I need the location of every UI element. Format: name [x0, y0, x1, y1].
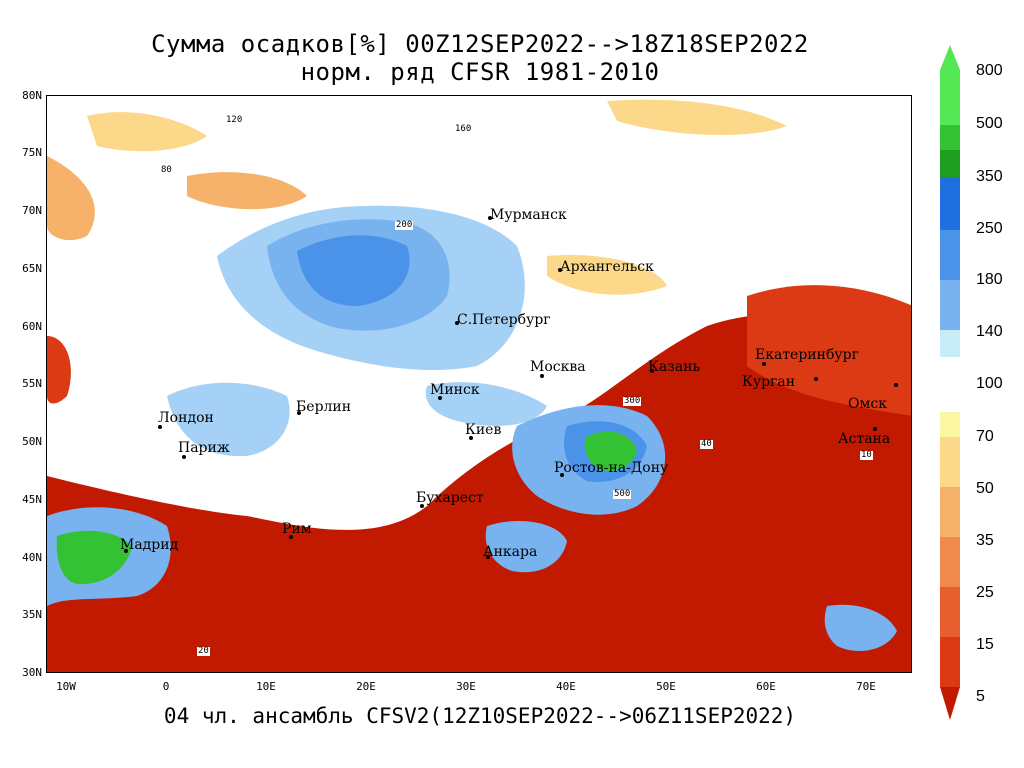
city-rostov-on-don: Ростов-на-Дону	[554, 460, 669, 476]
city-dot-rostov-on-don	[560, 473, 564, 477]
lon-label-10e: 10E	[256, 680, 276, 693]
colorbar: 800 500 350 250 180 140 100 70 50 35 25 …	[940, 45, 1020, 725]
contour-label: 200	[395, 220, 414, 230]
contour-label: 20	[197, 646, 210, 656]
city-bucharest: Бухарест	[416, 490, 484, 506]
colorbar-label-35: 35	[976, 532, 994, 549]
city-minsk: Минск	[430, 382, 480, 398]
city-astana: Астана	[838, 431, 891, 447]
colorbar-label-25: 25	[976, 584, 994, 601]
city-dot-kiev	[469, 436, 473, 440]
city-dot-st-petersburg	[455, 321, 459, 325]
city-st-petersburg: С.Петербург	[457, 312, 551, 328]
colorbar-label-15: 15	[976, 636, 994, 653]
city-dot-ankara	[486, 555, 490, 559]
lon-label-40e: 40E	[556, 680, 576, 693]
city-yekaterinburg: Екатеринбург	[755, 347, 859, 363]
city-ankara: Анкара	[483, 544, 538, 560]
city-moscow: Москва	[530, 359, 586, 375]
city-dot-madrid	[124, 549, 128, 553]
city-dot-minsk	[438, 396, 442, 400]
city-dot-paris	[182, 455, 186, 459]
city-murmansk: Мурманск	[490, 207, 567, 223]
colorbar-label-800: 800	[976, 62, 1003, 79]
lat-label-45n: 45N	[22, 493, 42, 506]
map-subtitle: норм. ряд CFSR 1981-2010	[300, 58, 660, 86]
city-dot-london	[158, 425, 162, 429]
city-dot-kazan	[650, 369, 654, 373]
lon-label-50e: 50E	[656, 680, 676, 693]
city-dot-astana	[873, 427, 877, 431]
lon-label-20e: 20E	[356, 680, 376, 693]
city-kazan: Казань	[648, 359, 701, 375]
precipitation-map	[46, 95, 912, 673]
city-dot-arkhangelsk	[558, 268, 562, 272]
city-madrid: Мадрид	[120, 537, 179, 553]
city-kurgan: Курган	[742, 374, 796, 390]
city-dot-murmansk	[488, 216, 492, 220]
colorbar-label-50: 50	[976, 480, 994, 497]
lon-label-0: 0	[162, 680, 170, 693]
map-title: Сумма осадков[%] 00Z12SEP2022-->18Z18SEP…	[151, 30, 809, 58]
lat-label-80n: 80N	[22, 89, 42, 102]
colorbar-label-5: 5	[976, 688, 985, 705]
city-rome: Рим	[282, 521, 312, 537]
city-london: Лондон	[158, 410, 214, 426]
lat-label-30n: 30N	[22, 666, 42, 679]
contour-label: 40	[700, 439, 713, 449]
city-paris: Париж	[178, 440, 230, 456]
colorbar-label-350: 350	[976, 168, 1003, 185]
lat-label-65n: 65N	[22, 262, 42, 275]
city-omsk: Омск	[848, 396, 887, 412]
city-berlin: Берлин	[296, 399, 352, 415]
city-dot-yekaterinburg	[762, 362, 766, 366]
lat-label-75n: 75N	[22, 146, 42, 159]
colorbar-label-250: 250	[976, 220, 1003, 237]
city-arkhangelsk: Архангельск	[560, 259, 654, 275]
contour-label: 80	[160, 165, 173, 175]
colorbar-label-70: 70	[976, 428, 994, 445]
lat-label-35n: 35N	[22, 608, 42, 621]
city-kiev: Киев	[465, 422, 502, 438]
colorbar-label-140: 140	[976, 323, 1003, 340]
lon-label-30e: 30E	[456, 680, 476, 693]
lat-label-70n: 70N	[22, 204, 42, 217]
contour-label: 120	[225, 115, 244, 125]
colorbar-label-180: 180	[976, 271, 1003, 288]
city-dot-moscow	[540, 374, 544, 378]
lon-label-10w: 10W	[56, 680, 76, 693]
lon-label-60e: 60E	[756, 680, 776, 693]
contour-label: 160	[454, 124, 473, 134]
city-dot-bucharest	[420, 504, 424, 508]
ensemble-footer: 04 чл. ансамбль CFSV2(12Z10SEP2022-->06Z…	[163, 704, 797, 728]
colorbar-label-500: 500	[976, 115, 1003, 132]
lat-label-40n: 40N	[22, 551, 42, 564]
lat-label-55n: 55N	[22, 377, 42, 390]
contour-label: 500	[613, 489, 632, 499]
city-dot-kurgan	[814, 377, 818, 381]
contour-label: 10	[860, 450, 873, 460]
city-dot-rome	[289, 535, 293, 539]
lat-label-50n: 50N	[22, 435, 42, 448]
contour-label: 300	[623, 396, 642, 406]
city-dot-berlin	[297, 411, 301, 415]
city-dot-omsk	[894, 383, 898, 387]
colorbar-svg	[940, 45, 960, 720]
colorbar-label-100: 100	[976, 375, 1003, 392]
map-field	[47, 96, 911, 672]
lat-label-60n: 60N	[22, 320, 42, 333]
lon-label-70e: 70E	[856, 680, 876, 693]
